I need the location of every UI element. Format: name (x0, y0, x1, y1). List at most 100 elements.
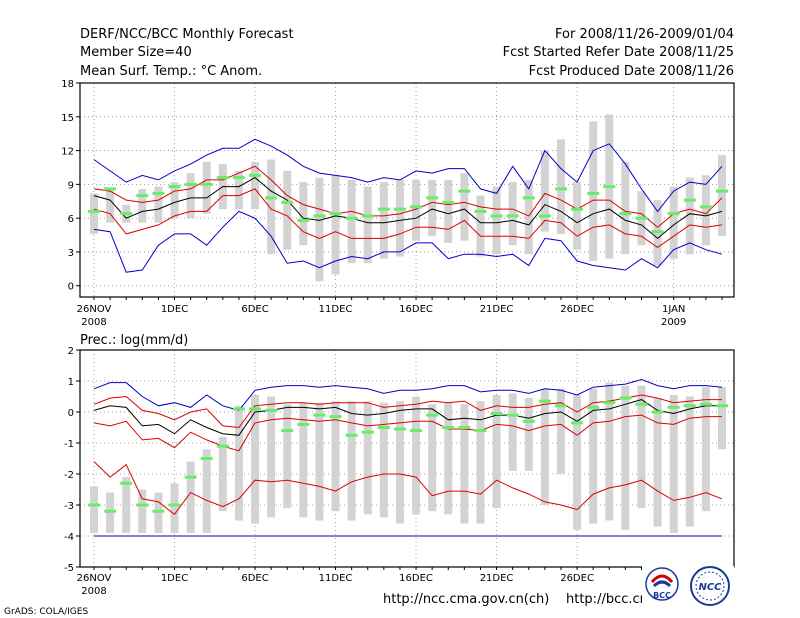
median-marker (683, 404, 696, 408)
median-marker (329, 415, 342, 419)
ensemble-box (492, 394, 501, 509)
series-mean-line (93, 399, 722, 436)
median-marker (474, 209, 487, 213)
ensemble-box (685, 396, 694, 527)
y-tick-label: -4 (64, 532, 74, 543)
ensemble-box (444, 402, 453, 515)
ensemble-box (106, 188, 115, 223)
ensemble-box (621, 161, 630, 255)
median-marker (474, 429, 487, 433)
bcc-logo-swirl-blue (652, 580, 672, 588)
ensemble-box (395, 179, 404, 257)
median-marker (216, 444, 229, 448)
median-marker (410, 205, 423, 209)
header-period: For 2008/11/26-2009/01/04 (555, 27, 734, 42)
ensemble-box (508, 182, 517, 246)
median-marker (506, 413, 519, 417)
median-marker (200, 182, 213, 186)
y-tick-label: 2 (68, 346, 74, 357)
ensemble-box (524, 398, 533, 471)
bcc-logo: BCC (645, 567, 679, 601)
median-marker (168, 503, 181, 507)
ensemble-box (315, 177, 324, 282)
ensemble-box (556, 139, 565, 234)
x-tick-label: 11DEC (319, 304, 353, 315)
median-marker (538, 399, 551, 403)
ensemble-box (186, 461, 195, 533)
median-marker (699, 205, 712, 209)
ncc-logo-text: NCC (698, 582, 722, 593)
y-tick-label: 15 (61, 113, 74, 124)
x-tick-label: 1DEC (161, 573, 188, 584)
x-tick-label: 1JAN (662, 304, 685, 315)
ensemble-box (589, 388, 598, 524)
x-tick-label: 26DEC (560, 304, 594, 315)
median-marker (313, 413, 326, 417)
ensemble-box (476, 401, 485, 524)
ensemble-box (106, 492, 115, 533)
median-marker (345, 433, 358, 437)
median-marker (136, 503, 149, 507)
ensemble-box (299, 182, 308, 246)
ensemble-box (154, 186, 163, 223)
median-marker (490, 214, 503, 218)
ensemble-box (718, 387, 726, 450)
x-tick-label: 21DEC (480, 304, 514, 315)
ensemble-box (154, 492, 163, 533)
ensemble-box (444, 179, 453, 243)
median-marker (232, 176, 245, 180)
median-marker (104, 187, 117, 191)
median-marker (426, 196, 439, 200)
ensemble-box (460, 404, 469, 524)
x-tick-label: 16DEC (399, 573, 433, 584)
series-upper-line (93, 165, 723, 228)
ensemble-box (428, 404, 437, 512)
median-marker (361, 214, 374, 218)
ensemble-box (234, 170, 243, 210)
bcc-logo-text: BCC (653, 591, 671, 600)
median-marker (442, 200, 455, 204)
ncc-logo: NCC (690, 566, 730, 606)
median-marker (168, 185, 181, 189)
median-marker (152, 191, 165, 195)
ensemble-box (637, 385, 646, 509)
median-marker (651, 410, 664, 414)
x-tick-label: 11DEC (319, 573, 353, 584)
bcc-logo-ring (645, 567, 679, 601)
median-marker (120, 481, 133, 485)
median-marker (490, 412, 503, 416)
ensemble-box (573, 394, 582, 530)
median-marker (297, 422, 310, 426)
header-started: Fcst Started Refer Date 2008/11/25 (503, 45, 734, 60)
ensemble-box (251, 394, 260, 524)
ensemble-box (573, 182, 582, 250)
ensemble-box (653, 398, 662, 527)
ensemble-box (331, 401, 340, 512)
ensemble-box (138, 489, 147, 533)
footer-url-ncc[interactable]: http://ncc.cma.gov.cn(ch) (383, 592, 549, 607)
median-marker (232, 407, 245, 411)
series-lower-line (93, 188, 723, 249)
median-marker (377, 207, 390, 211)
median-marker (571, 421, 584, 425)
median-marker (635, 402, 648, 406)
median-marker (442, 426, 455, 429)
median-marker (200, 457, 213, 460)
ensemble-box (669, 186, 678, 259)
ncc-logo-ring (690, 566, 730, 606)
ensemble-box (170, 182, 179, 219)
median-marker (152, 509, 165, 513)
median-marker (345, 216, 358, 220)
series-upper-line (93, 394, 722, 429)
x-tick-label: 26NOV (77, 304, 112, 315)
ensemble-box (379, 182, 388, 259)
y-tick-label: -1 (64, 439, 74, 450)
median-marker (603, 401, 616, 405)
median-marker (458, 189, 471, 193)
header-produced: Fcst Produced Date 2008/11/26 (529, 64, 734, 79)
x-tick-label: 26DEC (560, 573, 594, 584)
plot-area (80, 350, 734, 567)
median-marker (699, 402, 712, 406)
median-marker (104, 509, 117, 513)
header-variable: Mean Surf. Temp.: °C Anom. (80, 64, 262, 79)
